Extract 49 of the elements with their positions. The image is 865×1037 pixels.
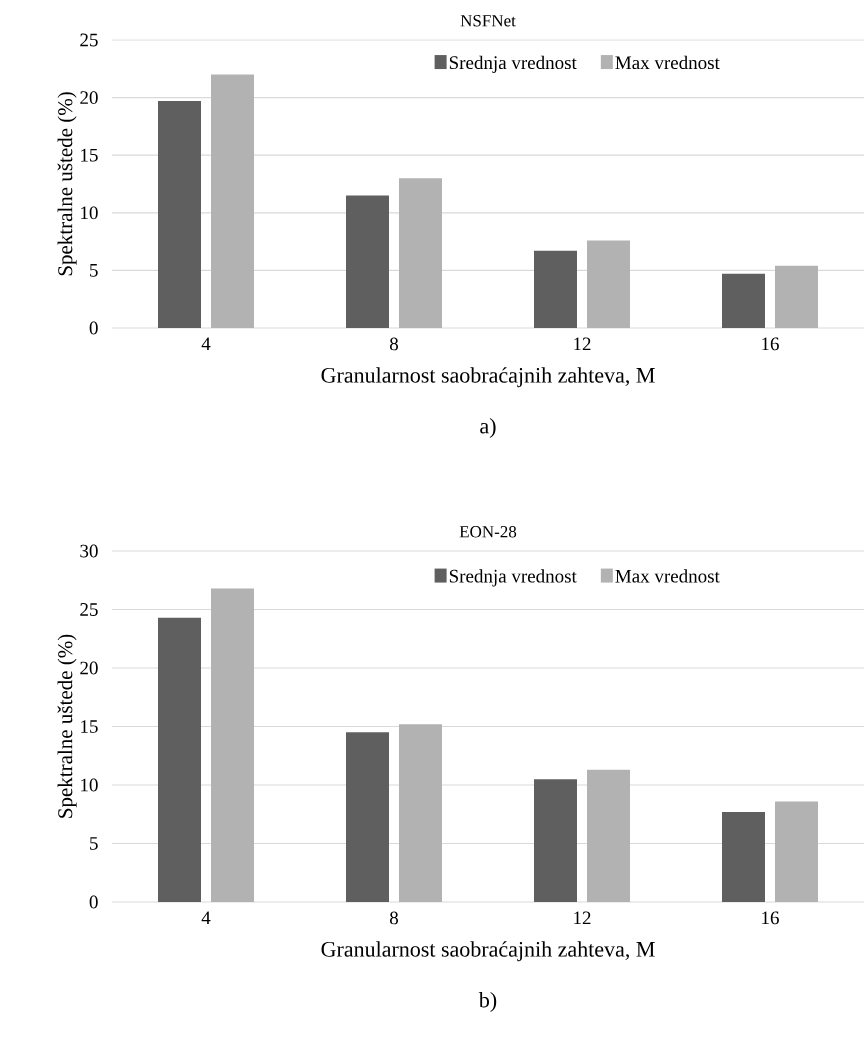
bar [774, 801, 818, 902]
x-tick-label: 12 [574, 911, 591, 925]
y-tick-label: 10 [81, 206, 98, 220]
y-tick-label: 25 [80, 33, 98, 47]
y-tick-label: 20 [80, 661, 98, 675]
text: a) [480, 418, 496, 438]
x-tick-label: 4 [201, 911, 211, 925]
legend-label: Srednja vrednost [449, 55, 577, 73]
legend-label: Max vrednost [615, 55, 720, 70]
bar [721, 273, 765, 328]
bar [346, 732, 389, 902]
y-tick-label: 15 [81, 720, 98, 733]
bar [158, 101, 201, 328]
bar [721, 811, 765, 902]
y-axis-title: Spektralne uštede (%) [57, 92, 77, 276]
bar [346, 195, 389, 328]
bar [586, 769, 630, 902]
y-tick-label: 0 [89, 321, 98, 335]
x-tick-label: 12 [574, 337, 591, 351]
bar [774, 265, 818, 328]
y-tick-label: 30 [80, 544, 98, 558]
x-tick-label: 4 [201, 337, 211, 351]
legend-label: Srednja vrednost [449, 569, 577, 587]
legend-label: Max vrednost [615, 569, 720, 583]
x-tick-label: 16 [762, 337, 779, 351]
x-tick-label: 16 [762, 911, 779, 925]
y-tick-label: 15 [81, 148, 98, 162]
text: b) [478, 992, 497, 1012]
y-tick-label: 25 [80, 603, 98, 616]
chart-title: NSFNet [460, 15, 516, 27]
y-tick-label: 5 [90, 837, 98, 850]
bar [211, 588, 254, 902]
bar [533, 250, 577, 328]
x-tick-label: 8 [389, 911, 399, 925]
x-axis-title: Granularnost saobraćajnih zahteva, M [321, 367, 655, 388]
bar [211, 74, 254, 328]
x-tick-label: 8 [389, 337, 399, 351]
y-tick-label: 0 [89, 895, 98, 909]
x-axis-title: Granularnost saobraćajnih zahteva, M [321, 941, 655, 962]
chart-title: EON-28 [459, 525, 517, 538]
y-tick-label: 20 [80, 91, 98, 105]
bar [158, 617, 201, 902]
y-axis-title: Spektralne uštede (%) [57, 634, 77, 818]
bar [398, 178, 442, 328]
y-tick-label: 5 [90, 264, 98, 277]
bar [533, 779, 577, 902]
y-tick-label: 10 [81, 778, 98, 792]
bar [586, 240, 630, 328]
bar [398, 724, 442, 902]
